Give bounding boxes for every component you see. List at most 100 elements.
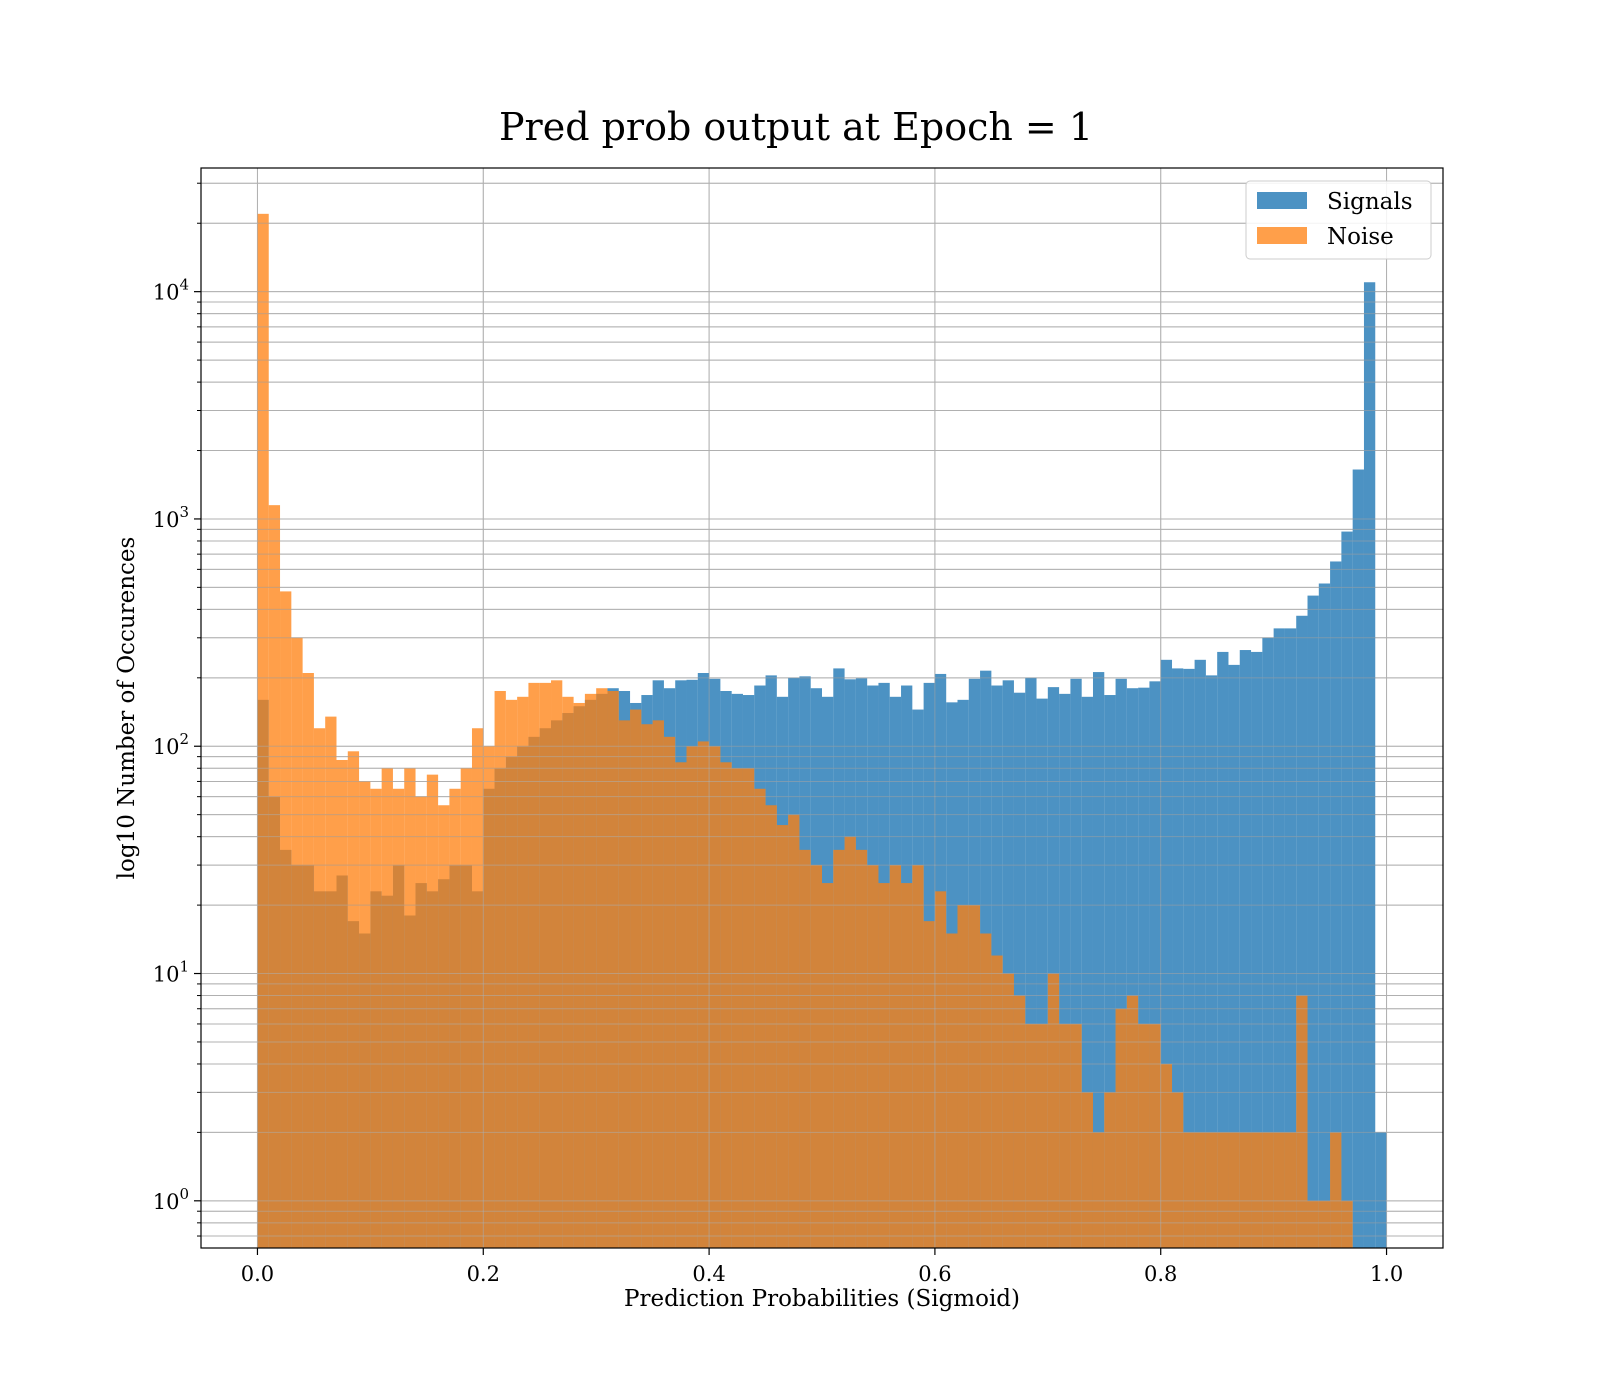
bar-noise [1138, 1023, 1150, 1248]
bar-noise [1025, 1023, 1037, 1248]
bar-noise [1341, 1200, 1353, 1248]
bar-signals [1194, 659, 1206, 1248]
legend-label-signals: Signals [1327, 189, 1413, 215]
bar-signals [1126, 688, 1139, 1248]
bar-signals [1307, 595, 1319, 1248]
bar-signals [1284, 628, 1297, 1248]
bar-noise [336, 759, 348, 1248]
bar-signals [1092, 672, 1105, 1248]
bar-signals [1262, 637, 1274, 1248]
x-tick-label: 0.0 [241, 1262, 274, 1286]
bar-signals [1363, 282, 1376, 1248]
bar-signals [1251, 651, 1263, 1248]
bar-noise [607, 690, 619, 1248]
x-tick-label: 0.2 [467, 1262, 500, 1286]
bar-noise [1149, 1023, 1161, 1248]
x-axis-ticks: 0.0 0.2 0.4 0.6 0.8 1.0 [241, 1248, 1403, 1286]
legend: Signals Noise [1245, 180, 1432, 260]
x-tick-label: 1.0 [1370, 1262, 1403, 1286]
bar-noise [483, 746, 495, 1248]
bar-noise [833, 849, 845, 1248]
bar-signals [1239, 650, 1252, 1248]
bar-noise [1296, 995, 1308, 1248]
bar-noise [1228, 1132, 1240, 1248]
grid-overlay [201, 168, 1443, 1248]
bar-signals [1228, 664, 1240, 1248]
bar-signals [1138, 687, 1150, 1248]
bar-signals [1183, 668, 1195, 1248]
bar-noise [1126, 995, 1139, 1248]
bar-signals [1375, 1132, 1387, 1248]
bar-noise [923, 921, 935, 1248]
bar-noise [1183, 1132, 1195, 1248]
bar-noise [912, 865, 924, 1248]
bar-noise [697, 741, 710, 1248]
bar-noise [494, 690, 506, 1248]
legend-label-noise: Noise [1327, 224, 1394, 250]
bar-noise [584, 693, 597, 1248]
bar-signals [1002, 680, 1014, 1248]
bar-noise [641, 724, 653, 1248]
bar-noise [1318, 1200, 1331, 1248]
bar-noise [291, 637, 303, 1248]
bar-noise [1239, 1132, 1252, 1248]
bar-signals [1273, 628, 1285, 1248]
bar-noise [946, 933, 958, 1248]
bar-signals [1172, 668, 1184, 1248]
bar-noise [686, 746, 698, 1248]
bar-noise [765, 805, 777, 1248]
bar-noise [822, 883, 834, 1248]
bar-noise [991, 955, 1003, 1248]
bar-noise [957, 905, 969, 1248]
y-tick-label: 102 [153, 730, 189, 759]
bar-signals [1013, 692, 1026, 1248]
bar-noise [1205, 1132, 1218, 1248]
bar-noise [302, 673, 314, 1248]
x-tick-label: 0.6 [918, 1262, 951, 1286]
bar-noise [675, 762, 687, 1248]
bar-noise [1262, 1132, 1274, 1248]
x-tick-label: 0.4 [692, 1262, 725, 1286]
bar-noise [1160, 1063, 1173, 1248]
y-tick-label: 103 [153, 503, 189, 532]
bar-noise [663, 736, 676, 1248]
x-tick-label: 0.8 [1144, 1262, 1177, 1286]
bar-noise [720, 762, 732, 1248]
bar-noise [268, 505, 281, 1248]
bar-noise [731, 768, 743, 1248]
bar-noise [889, 865, 902, 1248]
bar-noise [980, 933, 992, 1248]
bar-noise [1081, 1092, 1093, 1248]
bar-noise [968, 905, 981, 1248]
plot-frame [200, 167, 1444, 1249]
y-axis-ticks: 100 101 102 103 104 [153, 182, 201, 1237]
bar-noise [596, 688, 608, 1248]
bar-noise [528, 682, 540, 1248]
bar-noise [257, 213, 269, 1248]
bar-signals [1104, 695, 1116, 1248]
bar-signals [1217, 651, 1229, 1248]
bar-noise [901, 883, 913, 1248]
legend-swatch-noise [1257, 227, 1307, 244]
bar-noise [573, 702, 585, 1248]
bar-noise [438, 805, 450, 1248]
bar-signals [1352, 469, 1364, 1248]
bar-noise [404, 768, 416, 1248]
x-axis-label: Prediction Probabilities (Sigmoid) [624, 1286, 1020, 1312]
bar-noise [562, 696, 574, 1248]
bar-noise [810, 865, 822, 1248]
bar-noise [788, 814, 800, 1248]
bar-signals [1081, 696, 1093, 1248]
bar-noise [855, 849, 868, 1248]
bar-noise [370, 788, 382, 1248]
bar-noise [1070, 1023, 1082, 1248]
bar-noise [280, 591, 292, 1248]
bar-noise [1251, 1132, 1263, 1248]
bar-signals [1047, 687, 1060, 1248]
y-tick-label: 100 [153, 1185, 189, 1214]
bar-noise [754, 788, 766, 1248]
bar-signals [1149, 681, 1161, 1248]
bar-signals [1059, 693, 1071, 1248]
bar-noise [460, 768, 472, 1248]
